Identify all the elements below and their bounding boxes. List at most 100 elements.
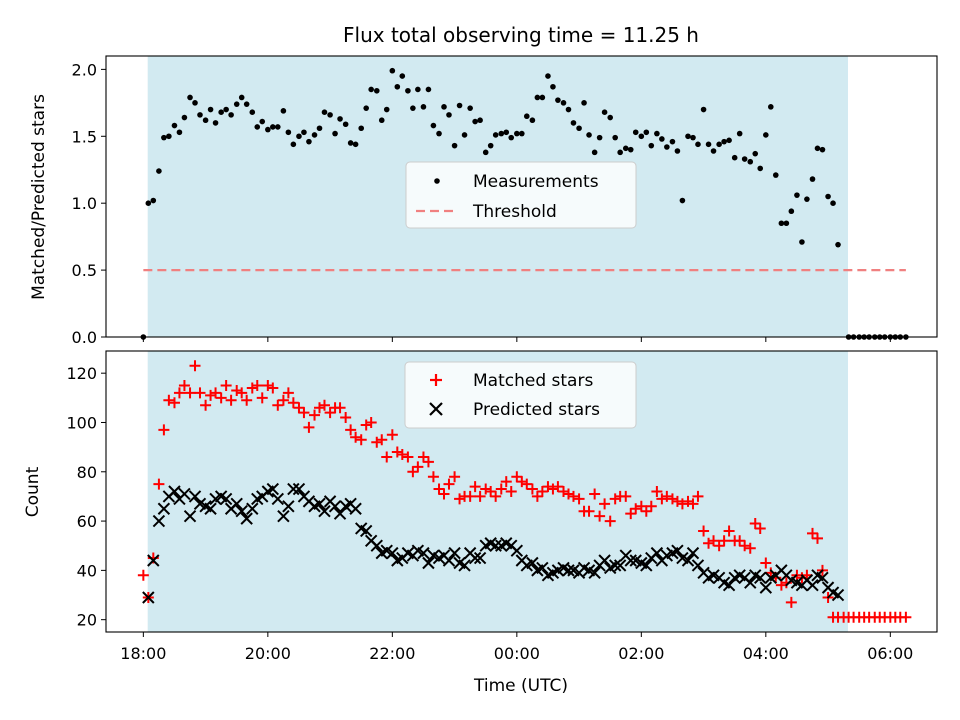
measurement-point bbox=[368, 86, 374, 93]
predicted-star-point bbox=[417, 546, 430, 560]
bottom-legend: Matched stars Predicted stars bbox=[404, 361, 637, 429]
measurement-point bbox=[441, 104, 447, 110]
measurement-point bbox=[809, 176, 816, 182]
matched-star-point bbox=[547, 483, 559, 495]
matched-star-point bbox=[480, 483, 492, 495]
bottom-plot-frame bbox=[105, 350, 938, 633]
measurement-point bbox=[389, 67, 396, 74]
measurement-point bbox=[550, 83, 556, 90]
predicted-star-point bbox=[235, 505, 248, 518]
matched-star-point bbox=[215, 392, 227, 404]
matched-star-point bbox=[277, 394, 289, 406]
measurement-point bbox=[150, 197, 157, 204]
measurement-point bbox=[451, 142, 458, 149]
predicted-star-point bbox=[759, 581, 773, 594]
predicted-star-point bbox=[422, 556, 435, 570]
matched-star-point bbox=[210, 387, 222, 399]
matched-star-point bbox=[526, 483, 538, 495]
matched-star-point bbox=[531, 490, 543, 502]
predicted-star-point bbox=[640, 559, 653, 572]
measurement-point bbox=[145, 200, 152, 206]
predicted-star-point bbox=[287, 482, 300, 496]
matched-star-point bbox=[599, 498, 611, 510]
measurement-point bbox=[835, 241, 841, 248]
predicted-star-point bbox=[650, 546, 664, 560]
measurement-point bbox=[394, 83, 401, 90]
measurement-point bbox=[632, 129, 639, 136]
matched-star-point bbox=[287, 397, 299, 409]
measurement-point bbox=[218, 109, 224, 115]
predicted-star-point bbox=[282, 500, 295, 513]
matched-star-point bbox=[620, 490, 632, 502]
matched-stars-points bbox=[137, 360, 912, 623]
matched-star-point bbox=[262, 380, 274, 392]
matched-star-point bbox=[713, 540, 725, 552]
matched-star-point bbox=[184, 387, 196, 399]
measurement-point bbox=[456, 102, 463, 109]
predicted-star-point bbox=[624, 554, 637, 567]
measurement-point bbox=[259, 118, 266, 125]
predicted-star-point bbox=[744, 576, 757, 589]
legend-predicted-label: Predicted stars bbox=[473, 400, 600, 420]
predicted-star-point bbox=[448, 546, 461, 560]
matched-star-point bbox=[449, 471, 461, 483]
predicted-star-point bbox=[510, 544, 524, 557]
measurement-point bbox=[643, 129, 650, 136]
measurement-point bbox=[212, 120, 219, 126]
measurement-point bbox=[171, 122, 178, 129]
x-tick-label: 20:00 bbox=[245, 644, 291, 663]
matched-star-point bbox=[365, 416, 377, 428]
measurement-point bbox=[477, 117, 483, 124]
matched-star-point bbox=[485, 486, 497, 497]
matched-star-point bbox=[376, 434, 388, 446]
measurement-point bbox=[482, 149, 489, 156]
predicted-star-point bbox=[277, 509, 290, 523]
predicted-star-point bbox=[292, 482, 306, 496]
matched-star-point bbox=[635, 500, 647, 512]
matched-star-point bbox=[744, 542, 756, 554]
predicted-star-point bbox=[722, 578, 736, 592]
measurement-point bbox=[254, 124, 261, 130]
measurement-point bbox=[290, 141, 297, 148]
matched-star-point bbox=[298, 407, 310, 419]
measurement-point bbox=[814, 145, 821, 152]
measurement-point bbox=[648, 142, 655, 149]
x-tick-label: 06:00 bbox=[867, 644, 913, 663]
measurement-point bbox=[622, 145, 629, 152]
bottom-y-ticks: 20 40 60 80 100 120 bbox=[66, 364, 106, 630]
predicted-star-point bbox=[349, 502, 362, 515]
matched-star-point bbox=[630, 503, 642, 515]
top-y-tick-label: 0.0 bbox=[72, 328, 97, 347]
measurement-point bbox=[399, 73, 406, 79]
matched-star-point bbox=[651, 486, 663, 497]
predicted-star-point bbox=[536, 561, 549, 575]
matched-star-point bbox=[723, 525, 735, 537]
matched-star-point bbox=[267, 382, 279, 394]
measurement-point bbox=[591, 149, 598, 156]
measurement-point bbox=[772, 172, 779, 178]
matched-star-point bbox=[303, 421, 315, 433]
matched-star-point bbox=[427, 471, 439, 483]
predicted-star-point bbox=[147, 554, 160, 567]
measurement-point bbox=[726, 137, 732, 144]
matched-star-point bbox=[558, 486, 570, 497]
top-y-tick-label: 1.5 bbox=[72, 127, 97, 146]
matched-star-point bbox=[708, 535, 720, 547]
matched-star-point bbox=[438, 488, 450, 500]
matched-star-point bbox=[231, 384, 243, 396]
matched-star-point bbox=[422, 456, 434, 468]
measurement-point bbox=[342, 121, 349, 128]
measurement-point bbox=[679, 197, 686, 204]
measurement-points bbox=[140, 67, 909, 340]
x-axis-label: Time (UTC) bbox=[473, 676, 568, 696]
bottom-y-tick-label: 20 bbox=[77, 611, 97, 630]
matched-star-point bbox=[469, 481, 481, 493]
measurement-point bbox=[581, 100, 587, 106]
measurement-point bbox=[529, 117, 536, 124]
measurement-point bbox=[270, 124, 276, 130]
matched-star-point bbox=[355, 434, 367, 446]
measurement-point bbox=[669, 138, 676, 145]
matched-star-point bbox=[309, 409, 321, 421]
measurement-point bbox=[799, 239, 805, 245]
legend-matched-label: Matched stars bbox=[473, 371, 593, 391]
